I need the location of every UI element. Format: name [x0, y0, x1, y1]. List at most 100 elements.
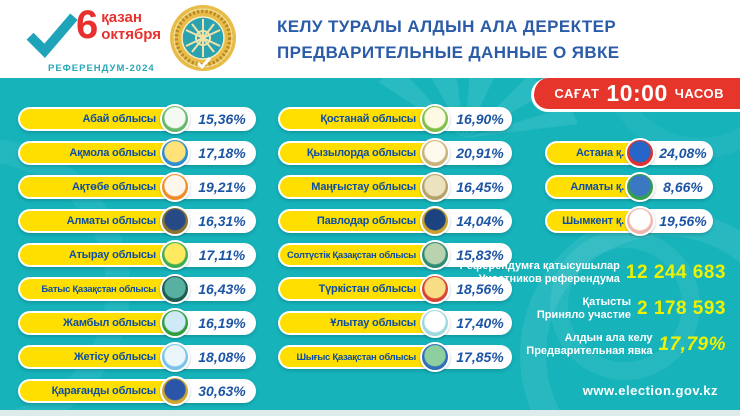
region-turnout-value: 17,40%: [456, 315, 504, 331]
region-name: Жетісу облысы: [73, 351, 156, 363]
region-row: Маңғыстау облысы 16,45%: [278, 172, 512, 202]
region-turnout-value: 17,11%: [198, 247, 246, 263]
region-emblem-icon: [420, 274, 450, 304]
time-badge-time: 10:00: [606, 80, 668, 106]
header: 6 қазан октября РЕФЕРЕНДУМ-2024: [0, 0, 740, 78]
region-turnout-value: 19,56%: [659, 213, 707, 229]
region-row: Қостанай облысы 16,90%: [278, 104, 512, 134]
region-emblem-icon: [625, 172, 655, 202]
region-row: Жамбыл облысы 16,19%: [18, 308, 256, 338]
region-name-pill: Солтүстік Қазақстан облысы: [280, 245, 450, 265]
region-name: Алматы облысы: [66, 215, 157, 227]
city-column: Астана қ. 24,08% Алматы қ. 8,66% Шымкент…: [545, 138, 713, 243]
region-emblem-icon: [420, 240, 450, 270]
website-url: www.election.gov.kz: [582, 383, 718, 398]
region-emblem-icon: [160, 376, 190, 406]
region-name: Қостанай облысы: [320, 113, 416, 125]
region-name-pill: Павлодар облысы: [280, 211, 450, 231]
region-name-pill: Түркістан облысы: [280, 279, 450, 299]
region-name: Ұлытау облысы: [330, 317, 416, 329]
region-name: Атырау облысы: [68, 249, 156, 261]
region-row: Түркістан облысы 18,56%: [278, 274, 512, 304]
region-emblem-icon: [160, 206, 190, 236]
region-emblem-icon: [160, 104, 190, 134]
summary-stat: Алдын ала келу Предварительная явка 17,7…: [460, 332, 726, 359]
region-turnout-value: 15,83%: [456, 247, 504, 263]
region-name-pill: Алматы облысы: [20, 211, 190, 231]
region-emblem-icon: [420, 104, 450, 134]
region-name-pill: Абай облысы: [20, 109, 190, 129]
region-row: Шымкент қ. 19,56%: [545, 206, 713, 236]
region-name: Астана қ.: [575, 147, 624, 159]
election-commission-emblem-icon: [170, 5, 236, 71]
region-name: Шығыс Қазақстан облысы: [296, 351, 417, 363]
region-turnout-value: 18,56%: [456, 281, 504, 297]
bottom-edge: [0, 410, 740, 416]
region-emblem-icon: [625, 206, 655, 236]
region-name: Қарағанды облысы: [51, 385, 157, 397]
region-name-pill: Атырау облысы: [20, 245, 190, 265]
summary-stat: Қатысты Приняло участие 2 178 593: [460, 296, 726, 323]
region-row: Павлодар облысы 14,04%: [278, 206, 512, 236]
region-emblem-icon: [160, 274, 190, 304]
region-emblem-icon: [625, 138, 655, 168]
region-emblem-icon: [160, 308, 190, 338]
region-name-pill: Жетісу облысы: [20, 347, 190, 367]
region-turnout-value: 30,63%: [198, 383, 246, 399]
region-emblem-icon: [160, 342, 190, 372]
region-emblem-icon: [160, 138, 190, 168]
region-name: Жамбыл облысы: [63, 317, 156, 329]
region-turnout-value: 17,18%: [198, 145, 246, 161]
logo-month-kk: қазан: [101, 9, 142, 26]
referendum-logo: 6 қазан октября РЕФЕРЕНДУМ-2024: [26, 3, 171, 74]
logo-month-ru: октября: [101, 25, 162, 43]
region-column-1: Абай облысы 15,36% Ақмола облысы 17,18% …: [18, 104, 256, 410]
region-name: Павлодар облысы: [316, 215, 416, 227]
region-emblem-icon: [420, 308, 450, 338]
region-row: Қарағанды облысы 30,63%: [18, 376, 256, 406]
region-emblem-icon: [420, 138, 450, 168]
region-turnout-value: 20,91%: [456, 145, 504, 161]
region-name: Қызылорда облысы: [306, 147, 416, 159]
summary-stats: Референдумға қатысушылар Участников рефе…: [460, 260, 726, 367]
region-row: Ұлытау облысы 17,40%: [278, 308, 512, 338]
region-name: Шымкент қ.: [562, 215, 624, 227]
stat-label-kk: Референдумға қатысушылар: [459, 260, 620, 272]
region-name: Солтүстік Қазақстан облысы: [287, 249, 416, 261]
region-name: Ақтөбе облысы: [71, 181, 156, 193]
region-row: Ақмола облысы 17,18%: [18, 138, 256, 168]
region-row: Батыс Қазақстан облысы 16,43%: [18, 274, 256, 304]
stat-value: 17,79%: [658, 334, 726, 356]
region-row: Астана қ. 24,08%: [545, 138, 713, 168]
region-turnout-value: 16,90%: [456, 111, 504, 127]
region-name-pill: Қызылорда облысы: [280, 143, 450, 163]
region-column-2: Қостанай облысы 16,90% Қызылорда облысы …: [278, 104, 512, 379]
region-row: Жетісу облысы 18,08%: [18, 342, 256, 372]
region-row: Шығыс Қазақстан облысы 17,85%: [278, 342, 512, 372]
region-emblem-icon: [420, 206, 450, 236]
region-turnout-value: 14,04%: [456, 213, 504, 229]
region-name: Маңғыстау облысы: [311, 181, 416, 193]
region-name-pill: Қостанай облысы: [280, 109, 450, 129]
title-line-kk: КЕЛУ ТУРАЛЫ АЛДЫН АЛА ДЕРЕКТЕР: [277, 17, 617, 36]
summary-stat: Референдумға қатысушылар Участников рефе…: [460, 260, 726, 287]
page-title: КЕЛУ ТУРАЛЫ АЛДЫН АЛА ДЕРЕКТЕР ПРЕДВАРИТ…: [277, 14, 620, 66]
region-turnout-value: 16,43%: [198, 281, 246, 297]
region-row: Абай облысы 15,36%: [18, 104, 256, 134]
region-turnout-value: 19,21%: [198, 179, 246, 195]
region-name-pill: Жамбыл облысы: [20, 313, 190, 333]
region-name-pill: Шығыс Қазақстан облысы: [280, 347, 450, 367]
region-turnout-value: 16,31%: [198, 213, 246, 229]
region-name-pill: Қарағанды облысы: [20, 381, 190, 401]
region-row: Ақтөбе облысы 19,21%: [18, 172, 256, 202]
region-turnout-value: 15,36%: [198, 111, 246, 127]
region-row: Алматы облысы 16,31%: [18, 206, 256, 236]
region-emblem-icon: [420, 342, 450, 372]
region-emblem-icon: [160, 240, 190, 270]
region-turnout-value: 24,08%: [659, 145, 707, 161]
logo-day: 6: [76, 3, 99, 47]
stat-label-ru: Приняло участие: [536, 309, 631, 322]
region-name: Батыс Қазақстан облысы: [41, 283, 156, 295]
time-badge: САҒАТ 10:00 ЧАСОВ: [531, 78, 740, 112]
